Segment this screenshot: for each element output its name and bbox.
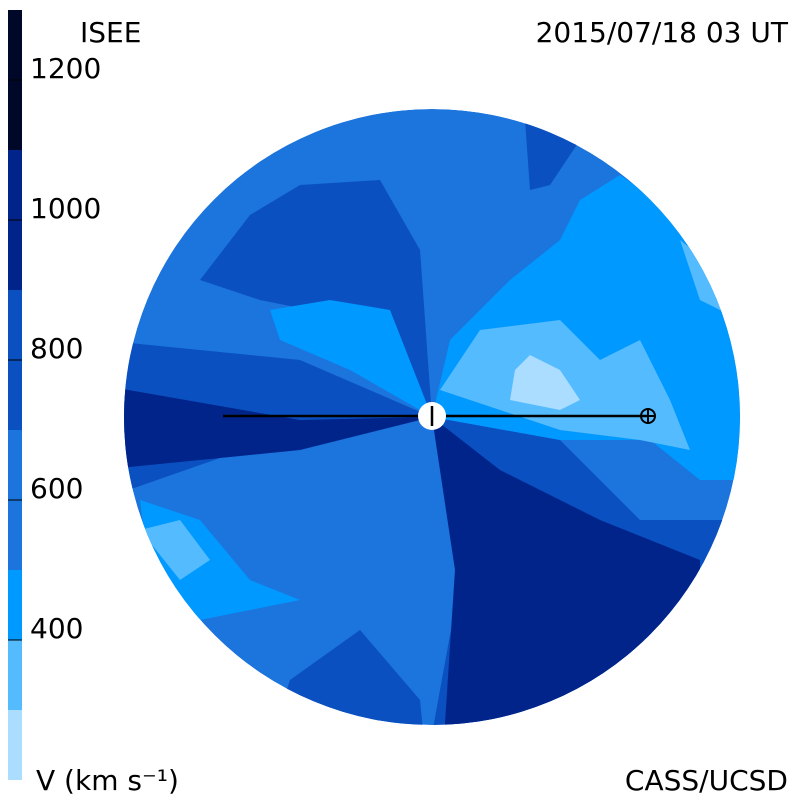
colorbar-band bbox=[8, 640, 22, 710]
colorbar-band bbox=[8, 570, 22, 640]
credit: CASS/UCSD bbox=[625, 764, 788, 797]
colorbar-tick-label: 400 bbox=[30, 612, 83, 645]
colorbar-tick-label: 1000 bbox=[30, 192, 101, 225]
timestamp: 2015/07/18 03 UT bbox=[536, 16, 789, 49]
colorbar-band bbox=[8, 710, 22, 780]
title: ISEE bbox=[80, 16, 141, 49]
colorbar-label: V (km s⁻¹) bbox=[36, 764, 179, 797]
disk bbox=[124, 109, 740, 725]
colorbar-tick-label: 1200 bbox=[30, 52, 101, 85]
colorbar: 400 600 800 1000 1200 bbox=[8, 10, 101, 780]
colorbar-tick-label: 800 bbox=[30, 332, 83, 365]
colorbar-tick-label: 600 bbox=[30, 472, 83, 505]
